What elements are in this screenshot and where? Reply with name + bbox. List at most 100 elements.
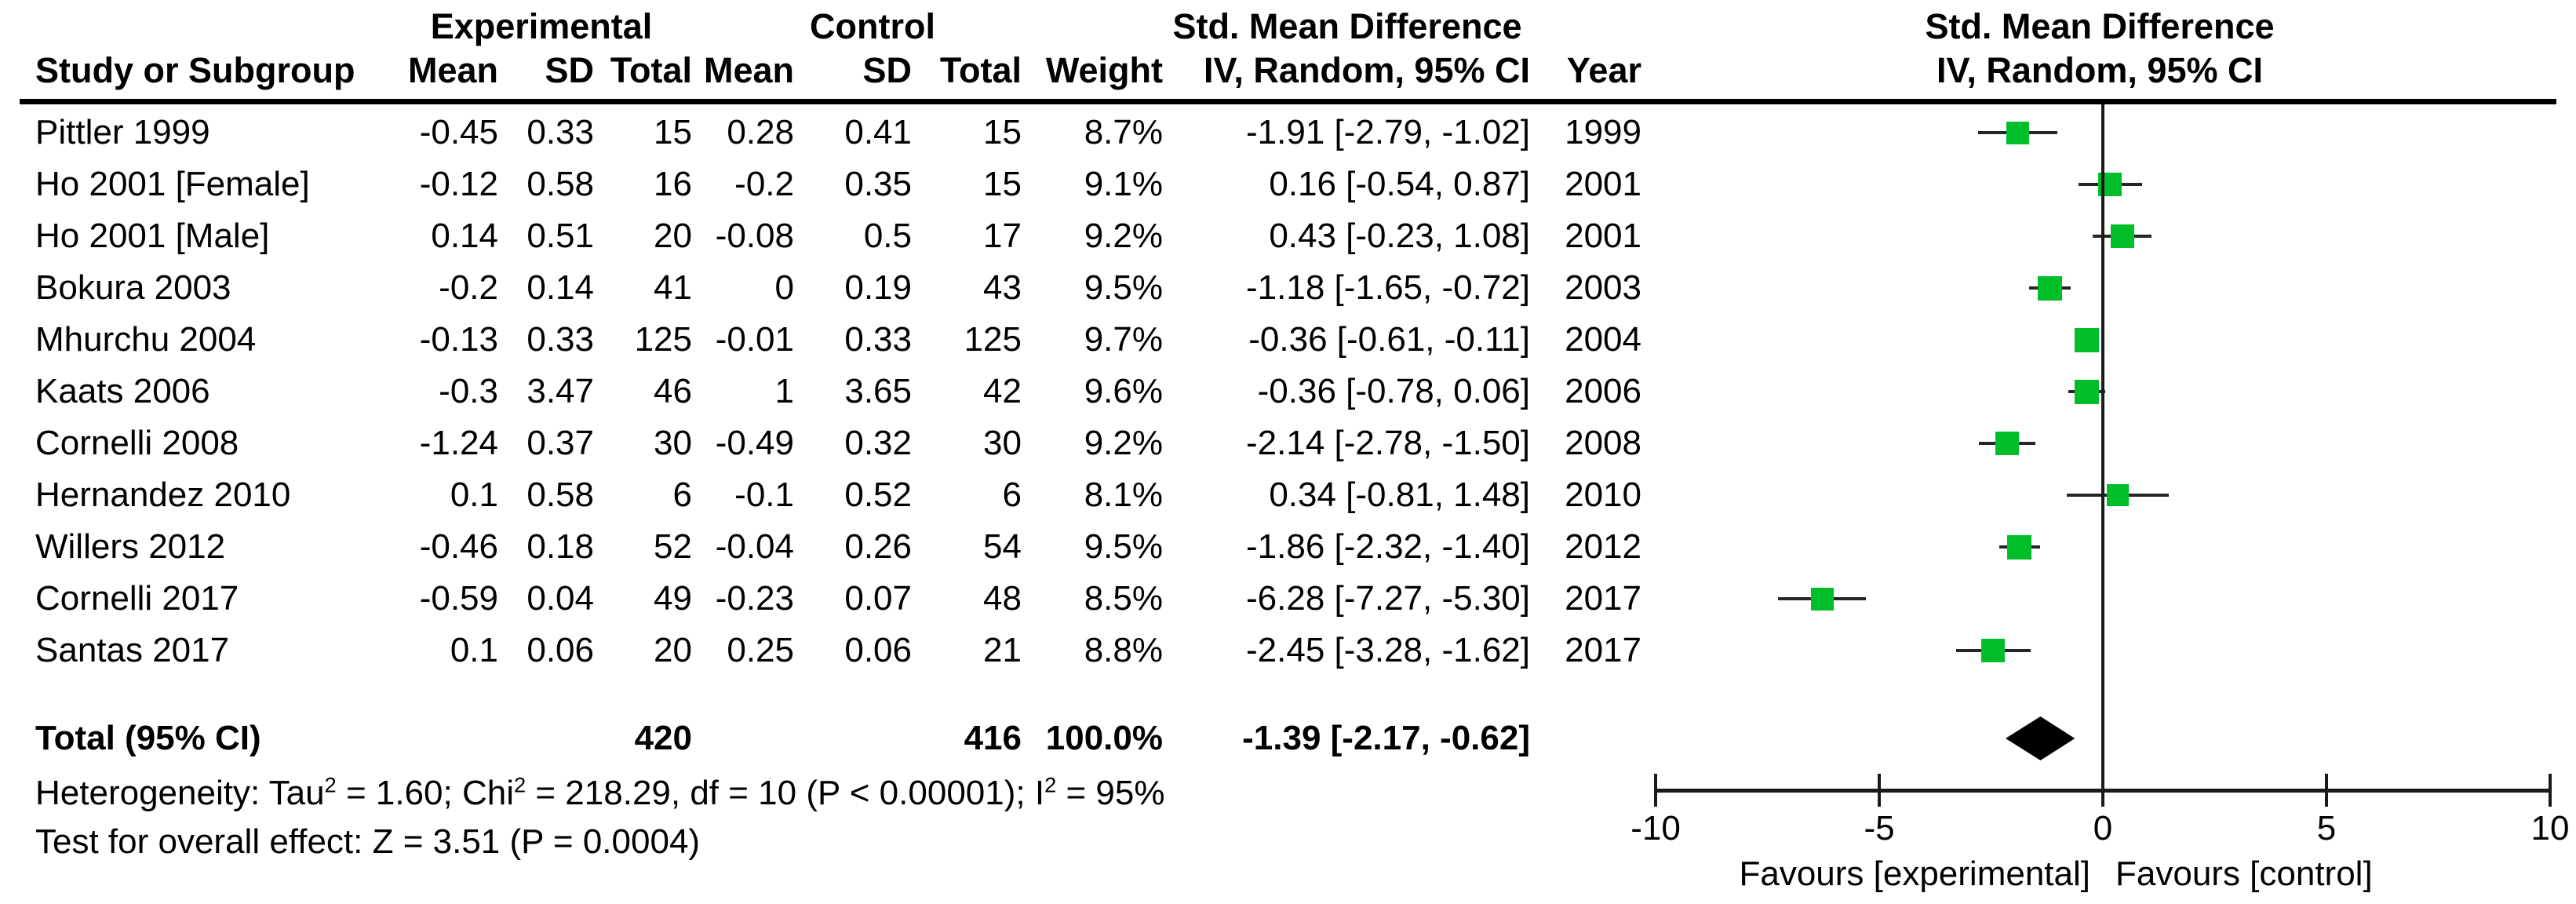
exp-sd-cell: 0.58 — [526, 165, 594, 203]
weight-cell: 9.5% — [1084, 268, 1163, 307]
ctrl-total-cell: 15 — [983, 165, 1022, 203]
ci-text-cell: -1.91 [-2.79, -1.02] — [1246, 113, 1530, 151]
ci-text-cell: -1.86 [-2.32, -1.40] — [1246, 527, 1530, 566]
axis-tick — [2101, 774, 2104, 807]
effect-marker — [1995, 432, 2020, 455]
effect-marker — [2038, 275, 2063, 301]
ci-text-cell: 0.43 [-0.23, 1.08] — [1269, 217, 1530, 255]
exp-total-cell: 20 — [654, 217, 692, 255]
exp-mean-cell: -0.13 — [419, 320, 498, 359]
ci-text-cell: -2.45 [-3.28, -1.62] — [1246, 631, 1530, 669]
exp-sd-cell: 0.33 — [526, 320, 594, 359]
exp-total-cell: 41 — [654, 268, 692, 307]
ctrl-mean-cell: -0.49 — [715, 424, 794, 462]
ctrl-sd-cell: 0.26 — [844, 527, 912, 566]
ctrl-mean-cell: -0.08 — [715, 217, 794, 255]
weight-cell: 9.2% — [1084, 217, 1163, 255]
ci-text-cell: 0.34 [-0.81, 1.48] — [1269, 476, 1530, 514]
ci-text-cell: -6.28 [-7.27, -5.30] — [1246, 579, 1530, 618]
axis-tick — [2325, 774, 2328, 807]
exp-mean-cell: 0.1 — [450, 476, 498, 514]
axis-tick-label: 5 — [2316, 809, 2337, 848]
study-name-cell: Hernandez 2010 — [35, 476, 291, 514]
ctrl-total-cell: 21 — [983, 631, 1022, 669]
weight-cell: 9.1% — [1084, 165, 1163, 203]
year-cell: 2017 — [1565, 631, 1641, 669]
ctrl-sd-cell: 0.07 — [844, 579, 912, 618]
ctrl-total-cell: 17 — [983, 217, 1022, 255]
exp-mean-cell: 0.14 — [431, 217, 498, 255]
exp-total-cell: 125 — [634, 320, 692, 359]
ctrl-mean-cell: -0.23 — [715, 579, 794, 618]
ctrl-sd-column-header: SD — [862, 50, 912, 90]
exp-sd-cell: 0.37 — [526, 424, 594, 462]
effect-marker — [2110, 224, 2134, 248]
ctrl-total-cell: 6 — [1002, 476, 1022, 514]
header-divider-rule — [20, 99, 2556, 104]
study-name-cell: Willers 2012 — [35, 527, 226, 566]
effect-marker — [1810, 587, 1834, 611]
ctrl-sd-cell: 0.5 — [863, 217, 912, 255]
axis-tick — [1878, 774, 1881, 807]
ctrl-mean-cell: -0.2 — [734, 165, 794, 203]
exp-mean-cell: -1.24 — [419, 424, 498, 462]
effect-marker — [2074, 379, 2099, 404]
ctrl-total-cell: 42 — [983, 372, 1022, 410]
exp-mean-cell: -0.59 — [419, 579, 498, 618]
ctrl-sd-cell: 0.19 — [844, 268, 912, 307]
axis-tick-label: -5 — [1864, 809, 1895, 848]
effect-marker — [2006, 121, 2029, 144]
favours-control-label: Favours [control] — [2115, 855, 2373, 893]
ctrl-sd-cell: 0.33 — [844, 320, 912, 359]
total-exp-n: 420 — [634, 719, 692, 757]
heterogeneity-stats: Heterogeneity: Tau2 = 1.60; Chi2 = 218.2… — [35, 772, 1165, 812]
exp-sd-column-header: SD — [545, 50, 594, 90]
effect-marker — [2074, 327, 2099, 352]
experimental-group-header: Experimental — [430, 6, 653, 46]
exp-mean-cell: -0.46 — [419, 527, 498, 566]
year-column-header: Year — [1566, 50, 1641, 90]
ctrl-sd-cell: 0.41 — [844, 113, 912, 151]
ctrl-mean-column-header: Mean — [703, 50, 794, 90]
ctrl-total-cell: 125 — [964, 320, 1022, 359]
ctrl-mean-cell: 1 — [774, 372, 794, 410]
weight-cell: 9.7% — [1084, 320, 1163, 359]
weight-cell: 8.8% — [1084, 631, 1163, 669]
exp-sd-cell: 3.47 — [526, 372, 594, 410]
weight-cell: 9.2% — [1084, 424, 1163, 462]
year-cell: 2008 — [1565, 424, 1641, 462]
weight-cell: 8.1% — [1084, 476, 1163, 514]
total-weight: 100.0% — [1045, 719, 1163, 757]
exp-sd-cell: 0.58 — [526, 476, 594, 514]
overall-effect-stats: Test for overall effect: Z = 3.51 (P = 0… — [35, 822, 701, 861]
ci-text-cell: 0.16 [-0.54, 0.87] — [1269, 165, 1530, 203]
ctrl-total-cell: 15 — [983, 113, 1022, 151]
exp-total-cell: 52 — [654, 527, 692, 566]
study-name-cell: Kaats 2006 — [35, 372, 210, 410]
weight-column-header: Weight — [1045, 50, 1163, 90]
exp-mean-cell: -0.2 — [439, 268, 498, 307]
study-name-cell: Cornelli 2017 — [35, 579, 239, 618]
ctrl-sd-cell: 0.35 — [844, 165, 912, 203]
exp-mean-cell: -0.45 — [419, 113, 498, 151]
zero-line — [2101, 104, 2104, 789]
weight-cell: 8.7% — [1084, 113, 1163, 151]
year-cell: 2006 — [1565, 372, 1641, 410]
ci-plot-subheader: IV, Random, 95% CI — [1937, 50, 2263, 90]
ctrl-sd-cell: 0.06 — [844, 631, 912, 669]
year-cell: 1999 — [1565, 113, 1641, 151]
diamond-shape — [2006, 716, 2075, 760]
exp-mean-cell: 0.1 — [450, 631, 498, 669]
study-name-cell: Ho 2001 [Female] — [35, 165, 310, 203]
study-name-cell: Ho 2001 [Male] — [35, 217, 270, 255]
year-cell: 2012 — [1565, 527, 1641, 566]
exp-total-cell: 15 — [654, 113, 692, 151]
exp-total-cell: 20 — [654, 631, 692, 669]
ci-text-cell: -0.36 [-0.61, -0.11] — [1248, 320, 1530, 359]
effect-marker — [2107, 484, 2130, 506]
study-name-cell: Pittler 1999 — [35, 113, 210, 151]
superscript: 2 — [1044, 772, 1057, 797]
weight-cell: 8.5% — [1084, 579, 1163, 618]
ctrl-total-cell: 54 — [983, 527, 1022, 566]
exp-mean-column-header: Mean — [407, 50, 498, 90]
